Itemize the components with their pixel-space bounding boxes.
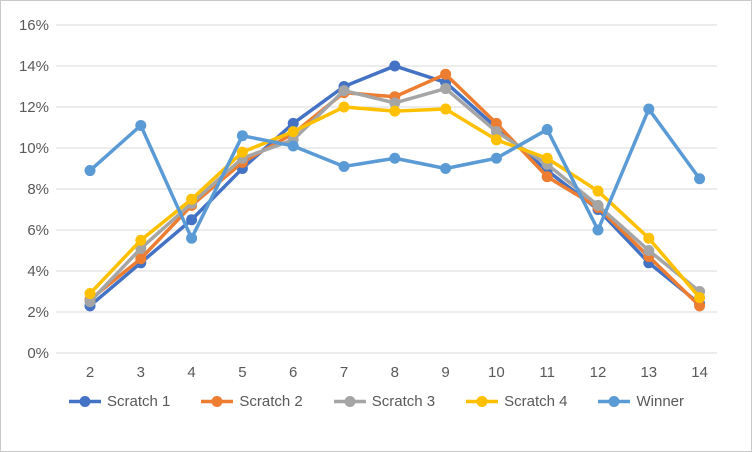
legend-item-scratch-2: Scratch 2	[200, 393, 303, 410]
data-point-marker	[338, 101, 350, 113]
data-point-marker	[643, 245, 655, 256]
data-point-marker	[592, 224, 604, 236]
legend-item-winner: Winner	[597, 393, 684, 410]
x-tick-label: 3	[137, 364, 145, 381]
x-tick-label: 7	[340, 364, 348, 381]
data-point-marker	[338, 160, 350, 172]
data-point-marker	[84, 165, 96, 177]
legend-label: Winner	[636, 393, 684, 410]
data-point-marker	[287, 117, 299, 129]
legend-item-scratch-1: Scratch 1	[68, 393, 170, 410]
legend-item-scratch-4: Scratch 4	[465, 393, 567, 410]
y-tick-label: 4%	[27, 263, 49, 280]
x-tick-label: 5	[238, 364, 246, 381]
x-tick-label: 6	[289, 364, 297, 381]
y-tick-label: 14%	[19, 58, 49, 75]
data-point-marker	[84, 288, 96, 300]
data-point-marker	[84, 296, 96, 308]
legend-label: Scratch 1	[106, 393, 171, 410]
x-tick-label: 11	[539, 364, 555, 381]
data-point-marker	[694, 173, 706, 185]
series-scratch-4	[84, 101, 706, 304]
legend-label: Scratch 3	[371, 393, 436, 410]
data-point-marker	[592, 185, 604, 197]
data-point-marker	[389, 97, 401, 109]
data-point-marker	[592, 199, 604, 211]
line-chart: 0% 2% 4% 6% 8% 10% 12% 14% 16% 2 3 4 5 6 7 8 9 10 11 12 13 1…	[19, 17, 717, 381]
legend-line-marker-icon	[333, 396, 366, 407]
legend-item-scratch-3: Scratch 3	[333, 393, 435, 410]
chart-legend: Scratch 1 Scratch 2 Scratch 3 Scratch 4 Winn…	[1, 393, 751, 410]
data-point-marker	[236, 130, 248, 142]
y-tick-label: 12%	[19, 99, 49, 116]
y-tick-label: 6%	[27, 222, 49, 239]
y-axis-labels: 0% 2% 4% 6% 8% 10% 12% 14% 16%	[19, 17, 49, 362]
data-point-marker	[135, 234, 147, 246]
data-point-marker	[135, 242, 147, 254]
series-lines	[84, 60, 706, 312]
data-point-marker	[490, 134, 502, 146]
gridlines	[56, 24, 717, 354]
data-point-marker	[440, 83, 452, 95]
x-tick-label: 14	[691, 364, 708, 381]
x-tick-label: 8	[391, 364, 399, 381]
series-winner	[84, 103, 706, 244]
data-point-marker	[694, 300, 706, 312]
data-point-marker	[389, 60, 401, 72]
data-point-marker	[236, 146, 248, 158]
x-tick-label: 13	[640, 364, 657, 381]
data-point-marker	[490, 126, 502, 138]
y-tick-label: 8%	[27, 181, 49, 198]
x-tick-label: 12	[590, 364, 607, 381]
data-point-marker	[694, 292, 706, 304]
data-point-marker	[186, 193, 198, 205]
data-point-marker	[186, 214, 198, 226]
x-tick-label: 4	[187, 364, 195, 381]
x-axis-labels: 2 3 4 5 6 7 8 9 10 11 12 13 14	[86, 364, 708, 381]
series-line	[88, 86, 702, 304]
y-tick-label: 2%	[27, 304, 49, 321]
data-point-marker	[490, 152, 502, 164]
data-point-marker	[389, 152, 401, 164]
data-point-marker	[135, 119, 147, 131]
legend-line-marker-icon	[68, 396, 101, 407]
legend-line-marker-icon	[201, 396, 234, 407]
data-point-marker	[541, 171, 553, 183]
data-point-marker	[287, 126, 299, 138]
x-tick-label: 9	[441, 364, 449, 381]
data-point-marker	[440, 68, 452, 80]
data-point-marker	[541, 152, 553, 164]
y-tick-label: 0%	[27, 345, 49, 362]
data-point-marker	[186, 232, 198, 244]
data-point-marker	[643, 103, 655, 115]
data-point-marker	[643, 232, 655, 244]
data-point-marker	[490, 117, 502, 129]
data-point-marker	[440, 103, 452, 115]
legend-line-marker-icon	[598, 396, 631, 407]
data-point-marker	[440, 163, 452, 174]
y-tick-label: 10%	[19, 140, 49, 157]
legend-line-marker-icon	[466, 396, 499, 407]
data-point-marker	[338, 85, 350, 97]
x-tick-label: 2	[86, 364, 94, 381]
x-tick-label: 10	[488, 364, 505, 381]
data-point-marker	[541, 124, 553, 136]
legend-label: Scratch 4	[504, 393, 568, 410]
data-point-marker	[287, 140, 299, 152]
data-point-marker	[135, 253, 147, 265]
legend-label: Scratch 2	[239, 393, 303, 410]
data-point-marker	[389, 105, 401, 117]
y-tick-label: 16%	[19, 17, 49, 34]
